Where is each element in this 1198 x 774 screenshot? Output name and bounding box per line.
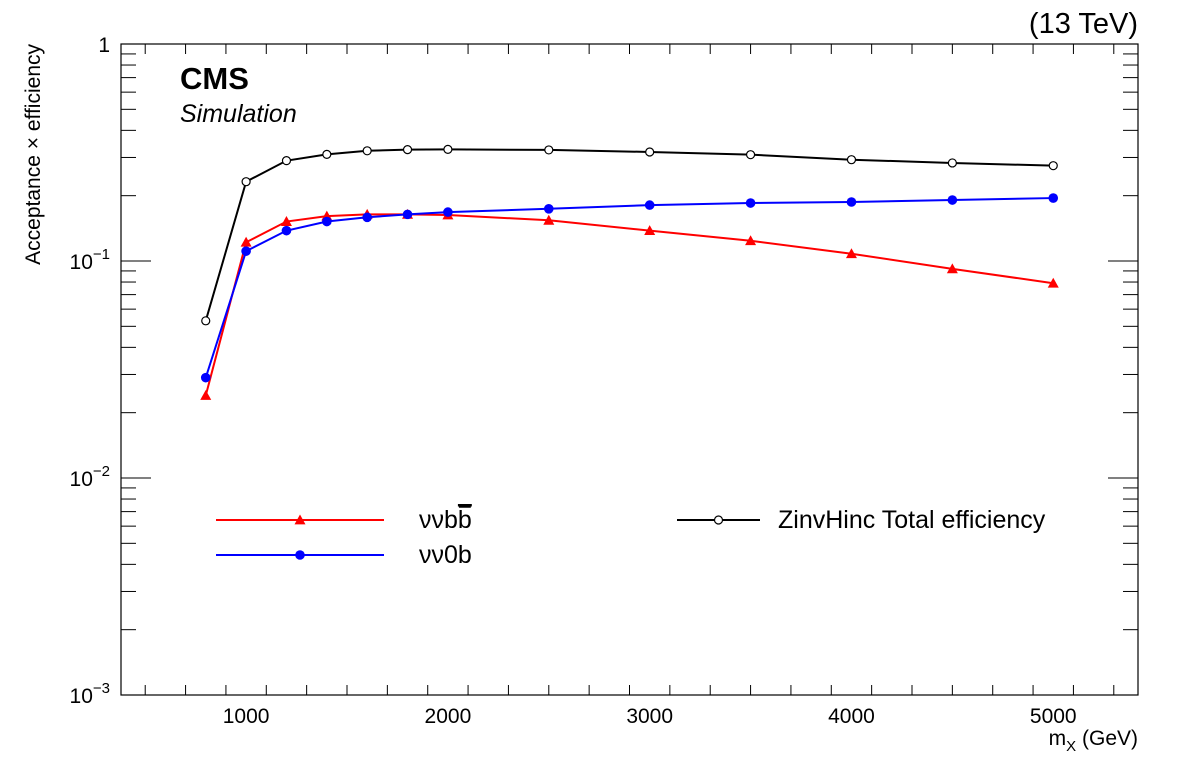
data-point-open-circle [846,155,857,165]
series-2 [201,144,1058,326]
data-point-circle [846,197,857,207]
data-point-open-circle [443,144,453,154]
data-point-circle [947,195,958,205]
data-point-triangle [200,389,212,400]
data-point-circle [322,216,332,227]
y-tick-label: 10−2 [70,463,110,491]
y-tick-label-base: 10 [70,468,93,491]
data-point-triangle [745,235,757,246]
data-point-open-circle [645,147,655,157]
data-point-circle [443,207,453,217]
legend-label: ννbb [419,506,472,534]
data-point-circle [402,209,413,220]
data-point-triangle [845,248,857,259]
legend-label: νν0b [419,541,472,569]
data-point-open-circle [362,146,372,156]
y-tick-labels: 110−110−210−3 [70,34,110,708]
data-point-triangle [240,236,252,247]
data-point-circle [745,198,756,208]
x-axis-title-main: m [1049,727,1067,750]
data-point-circle [295,550,305,560]
legend-label-bar: b [458,506,472,534]
data-point-circle [241,246,251,256]
series-layer [200,144,1059,400]
series-line [204,148,1054,322]
data-point-open-circle [1048,161,1058,171]
x-axis-title-sub: X [1066,738,1076,755]
data-point-circle [644,200,655,210]
legend-label-text: νν0b [419,541,472,569]
data-point-triangle [946,263,958,274]
legend-label-text: ZinvHinc Total efficiency [778,506,1046,534]
legend-entry: ννbb [216,506,472,534]
plot-frame [120,43,1139,696]
x-tick-labels: 1000 2000 3000 4000 5000 [223,705,1077,728]
x-tick-label: 5000 [1030,705,1077,728]
axis-ticks [121,43,1138,696]
legend-label-text: ννb [419,506,458,534]
data-point-circle [281,225,292,236]
data-point-circle [543,204,554,214]
y-tick-label: 1 [98,34,110,57]
x-tick-label: 4000 [828,705,875,728]
data-point-circle [362,212,372,223]
y-tick-label-exponent: −1 [93,246,110,263]
y-tick-label-base: 10 [70,251,93,274]
data-point-open-circle [402,145,413,155]
x-axis-title: mX (GeV) [1049,727,1138,755]
simulation-label: Simulation [180,100,297,128]
x-axis-title-unit: (GeV) [1076,727,1138,750]
data-point-open-circle [544,145,554,155]
series-line [204,197,1054,378]
energy-label: (13 TeV) [1029,8,1138,40]
data-point-circle [200,372,211,383]
series-0 [200,208,1059,400]
data-point-open-circle [322,149,332,159]
data-point-circle [1048,193,1059,203]
legend-entry: ZinvHinc Total efficiency [677,506,1046,534]
data-point-triangle [644,225,656,236]
legend: ννbb νν0b ZinvHinc Total efficiency [216,506,1046,569]
y-axis-title: Acceptance × efficiency [22,44,45,265]
data-point-open-circle [241,177,251,187]
data-point-open-circle [281,156,292,166]
x-tick-label: 1000 [223,705,270,728]
y-tick-label-exponent: −3 [93,680,110,697]
legend-entry: νν0b [216,541,472,569]
y-tick-label-base: 10 [70,685,93,708]
x-tick-label: 2000 [425,705,472,728]
y-tick-label: 10−1 [70,246,110,274]
cms-label: CMS [180,61,249,96]
data-point-open-circle [947,158,957,168]
y-tick-label-base: 1 [98,34,110,57]
data-point-open-circle [745,150,756,160]
series-line [204,213,1054,396]
data-point-triangle [1047,277,1059,288]
data-point-triangle [543,214,555,225]
y-tick-label: 10−3 [70,680,110,708]
x-tick-label: 3000 [626,705,673,728]
data-point-triangle [294,514,306,525]
y-tick-label-exponent: −2 [93,463,110,480]
data-point-open-circle [201,316,211,326]
legend-label: ZinvHinc Total efficiency [778,506,1046,534]
data-point-triangle [280,216,292,226]
series-1 [200,193,1059,383]
data-point-open-circle [713,515,724,525]
